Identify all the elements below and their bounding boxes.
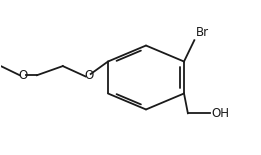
Text: O: O xyxy=(84,69,93,82)
Text: OH: OH xyxy=(211,107,229,120)
Text: Br: Br xyxy=(196,26,209,39)
Text: O: O xyxy=(18,69,27,82)
